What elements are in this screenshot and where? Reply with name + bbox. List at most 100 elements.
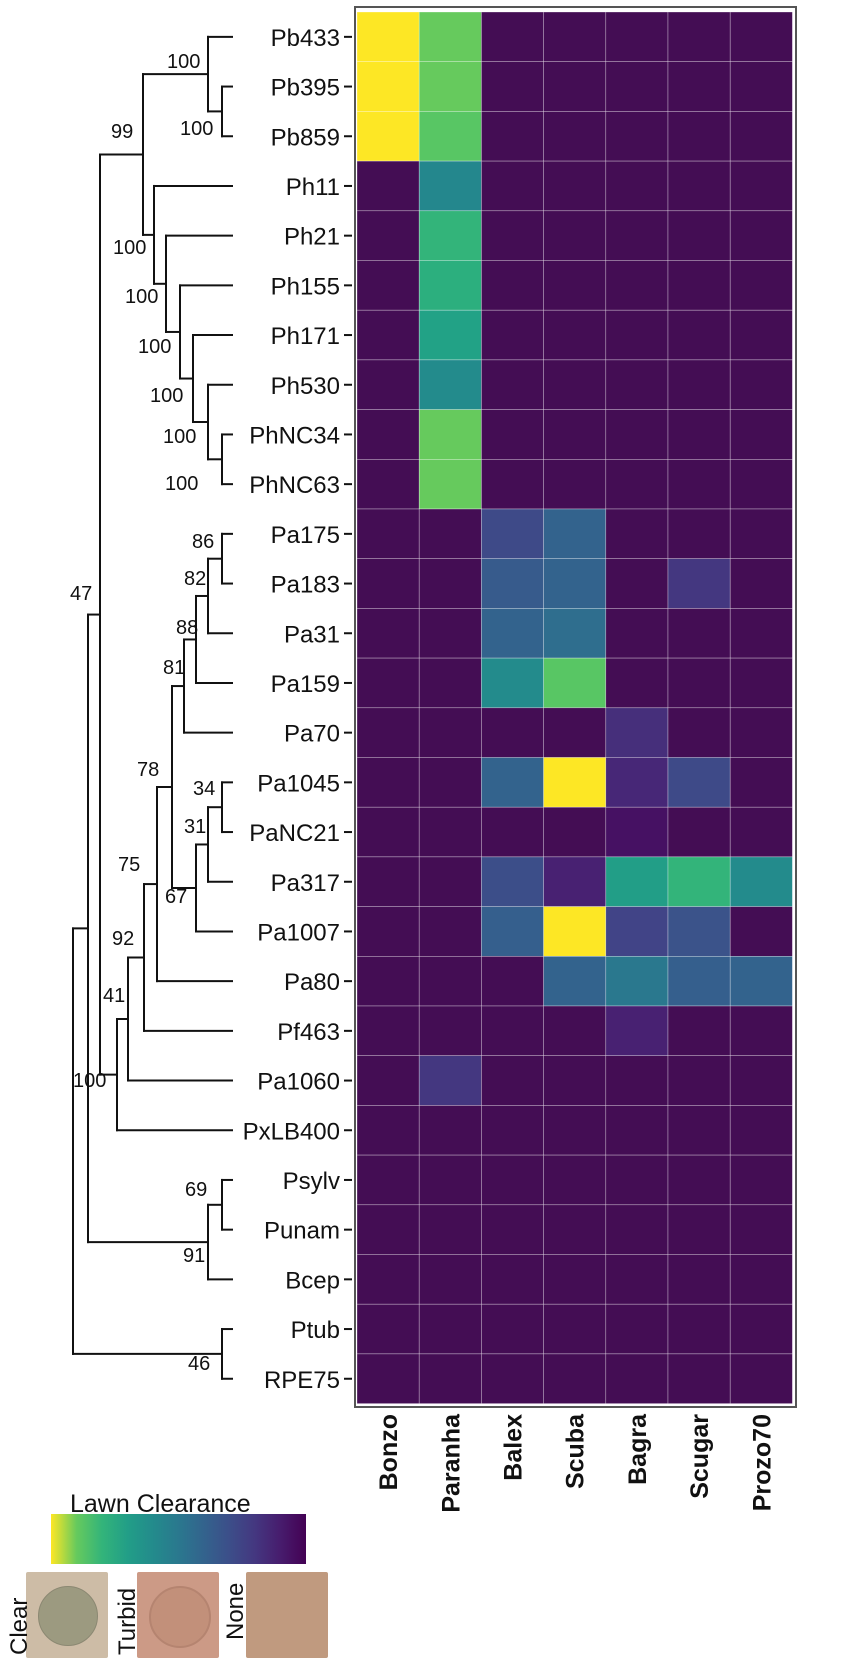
cell-PaNC21-Scuba <box>543 806 607 858</box>
cell-Pa70-Balex <box>481 707 544 758</box>
cell-Pa175-Bagra <box>605 508 669 560</box>
cell-Pb859-Balex <box>481 111 544 162</box>
row-label-Ph530: Ph530 <box>271 373 340 400</box>
cell-Pb395-Prozo70 <box>729 61 793 112</box>
plaque-turbid-image <box>137 1572 219 1658</box>
cell-Pb433-Bonzo <box>356 11 420 63</box>
cell-PxLB400-Bagra <box>605 1105 669 1156</box>
cell-Ph155-Balex <box>481 260 544 311</box>
cell-Pa31-Bonzo <box>356 608 420 659</box>
cell-Ph21-Paranha <box>418 210 482 261</box>
cell-Psylv-Scuba <box>543 1154 607 1206</box>
cell-PhNC34-Scuba <box>543 409 607 460</box>
cell-Pa31-Paranha <box>418 608 482 659</box>
cell-Pa1060-Balex <box>481 1055 544 1106</box>
cell-Pb859-Prozo70 <box>729 111 793 162</box>
cell-Punam-Balex <box>481 1204 544 1255</box>
cell-Pa183-Bagra <box>605 558 669 609</box>
cell-Ph21-Prozo70 <box>729 210 793 261</box>
cell-Punam-Bagra <box>605 1204 669 1255</box>
cell-Pa1060-Paranha <box>418 1055 482 1106</box>
column-label-Paranha: Paranha <box>437 1413 465 1513</box>
cell-RPE75-Scuba <box>543 1353 607 1404</box>
cell-Ph155-Bonzo <box>356 260 420 311</box>
cell-Pb395-Scugar <box>667 61 731 112</box>
cell-Ph155-Scugar <box>667 260 731 311</box>
cell-Pa31-Bagra <box>605 608 669 659</box>
row-labels: Pb433 Pb395 Pb859 Ph11 Ph21 Ph155 Ph171 Ph530 Ph… <box>243 25 352 1394</box>
cell-Ph11-Balex <box>481 160 544 212</box>
cell-Pa1007-Balex <box>481 906 544 957</box>
cell-Pf463-Bonzo <box>356 1005 420 1057</box>
row-label-Pa1060: Pa1060 <box>257 1069 340 1096</box>
cell-Pa175-Paranha <box>418 508 482 560</box>
cell-PaNC21-Bagra <box>605 806 669 858</box>
cell-PhNC63-Scugar <box>667 458 731 510</box>
cell-PxLB400-Scuba <box>543 1105 607 1156</box>
row-label-Pa159: Pa159 <box>271 671 340 698</box>
cell-Pa80-Balex <box>481 955 544 1007</box>
cell-Pa317-Scuba <box>543 856 607 907</box>
cell-Ph21-Bagra <box>605 210 669 261</box>
column-label-Scuba: Scuba <box>562 1413 590 1489</box>
cell-Psylv-Balex <box>481 1154 544 1206</box>
cell-Pb433-Paranha <box>418 11 482 63</box>
cell-Ptub-Balex <box>481 1303 544 1355</box>
cell-Pa80-Bonzo <box>356 955 420 1007</box>
cell-Pa1045-Bagra <box>605 757 669 808</box>
cell-Pb433-Balex <box>481 11 544 63</box>
bootstrap-value: 92 <box>112 928 134 950</box>
cell-Pb395-Bagra <box>605 61 669 112</box>
cell-Pa1045-Paranha <box>418 757 482 808</box>
cell-Pa1060-Scugar <box>667 1055 731 1106</box>
cell-Ph11-Bonzo <box>356 160 420 212</box>
cell-PaNC21-Balex <box>481 806 544 858</box>
row-label-Ph21: Ph21 <box>284 224 340 251</box>
cell-Pa159-Balex <box>481 657 544 709</box>
cell-Pb395-Bonzo <box>356 61 420 112</box>
cell-Pa80-Scugar <box>667 955 731 1007</box>
cell-Pb859-Bagra <box>605 111 669 162</box>
cell-Pa70-Bagra <box>605 707 669 758</box>
cell-Pa1060-Bonzo <box>356 1055 420 1106</box>
row-label-Pa1045: Pa1045 <box>257 770 340 797</box>
bootstrap-value: 88 <box>176 617 198 639</box>
cell-Ph171-Balex <box>481 309 544 361</box>
cell-Pa31-Prozo70 <box>729 608 793 659</box>
cell-Pa1045-Scuba <box>543 757 607 808</box>
row-label-PaNC21: PaNC21 <box>249 820 340 847</box>
row-label-Pa1007: Pa1007 <box>257 919 340 946</box>
cell-Ptub-Paranha <box>418 1303 482 1355</box>
cell-PxLB400-Balex <box>481 1105 544 1156</box>
cell-Bcep-Balex <box>481 1254 544 1305</box>
cell-Pa31-Scuba <box>543 608 607 659</box>
cell-Bcep-Prozo70 <box>729 1254 793 1305</box>
cell-Ph530-Bonzo <box>356 359 420 410</box>
cell-Ph155-Scuba <box>543 260 607 311</box>
row-label-Pf463: Pf463 <box>277 1019 340 1046</box>
cell-RPE75-Balex <box>481 1353 544 1404</box>
cell-Bcep-Scuba <box>543 1254 607 1305</box>
row-label-Ptub: Ptub <box>291 1317 340 1344</box>
plaque-clear-image <box>26 1572 108 1658</box>
cell-Psylv-Prozo70 <box>729 1154 793 1206</box>
row-label-Pa70: Pa70 <box>284 721 340 748</box>
cell-Ph11-Paranha <box>418 160 482 212</box>
plaque-label-none: None <box>222 1582 249 1640</box>
bootstrap-value: 100 <box>113 237 146 259</box>
cell-Pa70-Paranha <box>418 707 482 758</box>
cell-Pf463-Bagra <box>605 1005 669 1057</box>
cell-Pa1045-Scugar <box>667 757 731 808</box>
cell-Bcep-Scugar <box>667 1254 731 1305</box>
cell-Pa70-Scugar <box>667 707 731 758</box>
cell-PhNC63-Prozo70 <box>729 458 793 510</box>
cell-Pb433-Bagra <box>605 11 669 63</box>
cell-Ph21-Balex <box>481 210 544 261</box>
cell-PaNC21-Paranha <box>418 806 482 858</box>
row-label-Pa31: Pa31 <box>284 621 340 648</box>
cell-PhNC34-Paranha <box>418 409 482 460</box>
bootstrap-value: 86 <box>192 531 214 553</box>
column-label-Scugar: Scugar <box>686 1414 714 1499</box>
legend-colorbar <box>51 1514 306 1564</box>
